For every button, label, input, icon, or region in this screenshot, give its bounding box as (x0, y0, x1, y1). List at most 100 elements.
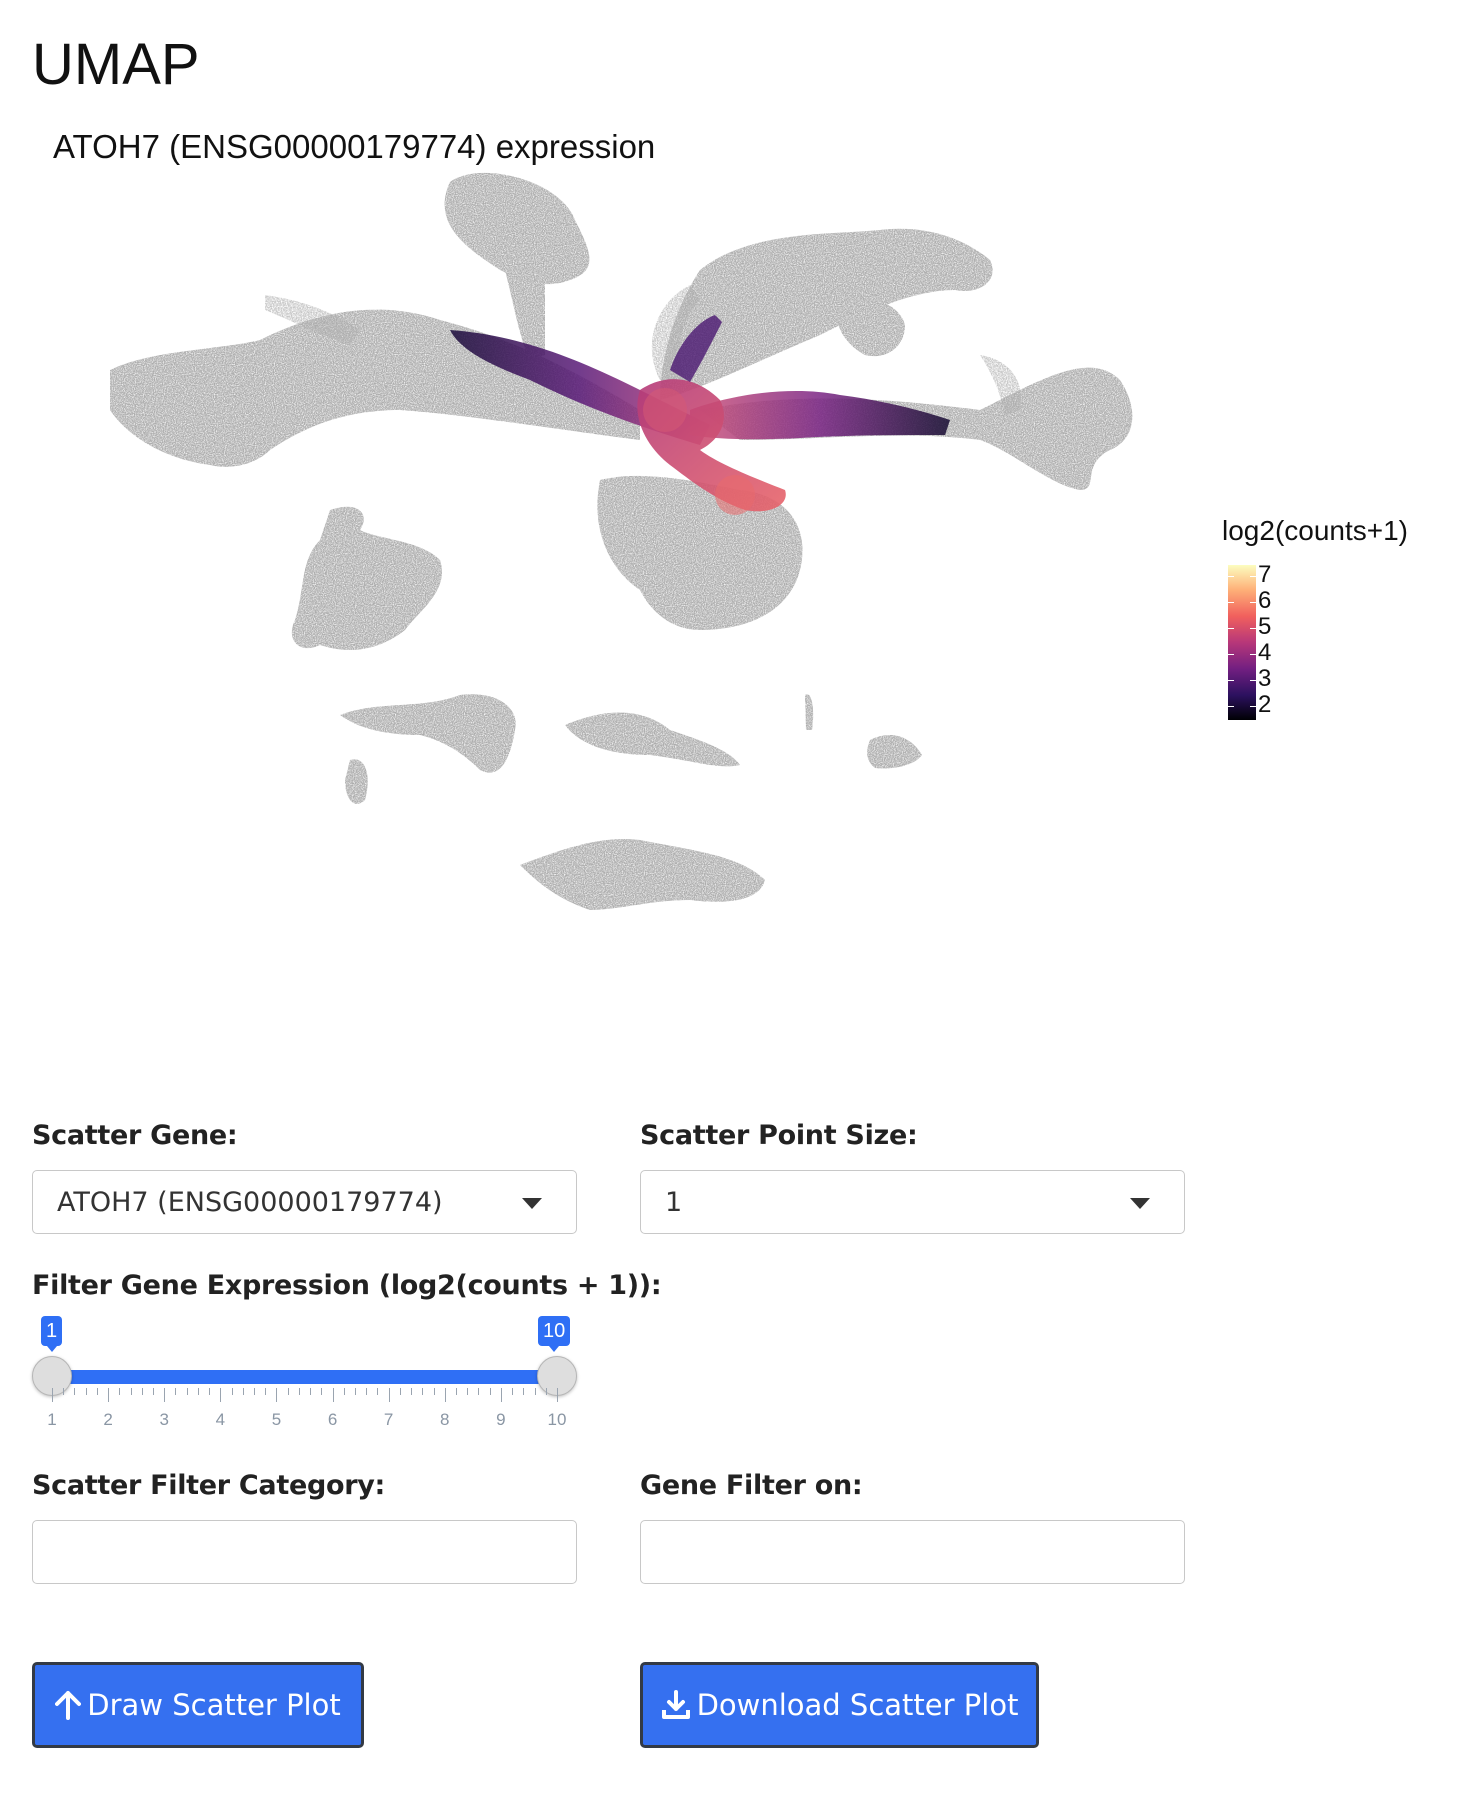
slider-minor-tick (130, 1388, 132, 1395)
slider-tick-label: 6 (327, 1410, 338, 1429)
slider-minor-tick (489, 1388, 491, 1395)
legend-tick-mark (1250, 706, 1256, 707)
slider-minor-tick (74, 1388, 76, 1395)
slider-major-tick (276, 1388, 278, 1402)
slider-major-tick (444, 1388, 446, 1402)
slider-minor-tick (456, 1388, 457, 1395)
slider-minor-tick (343, 1388, 345, 1395)
slider-minor-tick (411, 1388, 413, 1395)
slider-minor-tick (512, 1388, 514, 1395)
scatter-gene-label: Scatter Gene: (32, 1120, 238, 1151)
scatter-gene-value: ATOH7 (ENSG00000179774) (57, 1187, 443, 1218)
chevron-down-icon (522, 1198, 542, 1209)
slider-major-tick (164, 1388, 166, 1402)
slider-minor-tick (153, 1388, 154, 1395)
slider-major-tick (557, 1388, 558, 1402)
slider-tick-label: 9 (496, 1410, 506, 1429)
slider-tick-label: 3 (159, 1410, 169, 1429)
legend-tick-mark (1250, 628, 1256, 629)
legend-colorbar (1228, 565, 1256, 720)
download-scatter-plot-button[interactable]: Download Scatter Plot (640, 1662, 1039, 1748)
download-icon (661, 1690, 690, 1719)
slider-minor-tick (523, 1388, 525, 1395)
legend-tick-mark (1250, 602, 1256, 603)
slider-minor-tick (298, 1388, 300, 1395)
slider-major-tick (220, 1388, 222, 1402)
legend-tick-mark (1228, 680, 1234, 681)
slider-minor-tick (186, 1388, 188, 1395)
slider-tick-label: 2 (103, 1410, 113, 1429)
legend-tick-mark (1250, 576, 1256, 577)
slider-minor-tick (287, 1388, 289, 1395)
gene-filter-on-input[interactable] (640, 1520, 1185, 1584)
slider-minor-tick (231, 1388, 233, 1395)
scatter-gene-select[interactable]: ATOH7 (ENSG00000179774) (32, 1170, 577, 1234)
legend-tick-mark (1228, 628, 1234, 629)
slider-minor-tick (209, 1388, 211, 1395)
plot-title: ATOH7 (ENSG00000179774) expression (53, 128, 656, 165)
slider-tick-label: 8 (440, 1410, 450, 1429)
legend-tick-mark (1228, 706, 1234, 707)
slider-minor-tick (422, 1388, 424, 1395)
legend-tick-mark (1228, 654, 1234, 655)
slider-minor-tick (96, 1388, 98, 1395)
download-scatter-plot-label: Download Scatter Plot (696, 1688, 1019, 1722)
slider-low-value: 1 (41, 1316, 63, 1352)
legend-tick-label: 2 (1258, 691, 1272, 718)
slider-minor-tick (242, 1388, 244, 1395)
slider-minor-tick (85, 1388, 87, 1395)
slider-minor-tick (175, 1388, 177, 1395)
slider-tick-label: 1 (47, 1410, 57, 1429)
filter-category-input[interactable] (32, 1520, 577, 1584)
slider-tick-label: 10 (547, 1410, 567, 1429)
slider-minor-tick (545, 1388, 547, 1395)
slider-minor-tick (141, 1388, 143, 1395)
legend-tick-label: 6 (1258, 587, 1272, 614)
slider-minor-tick (377, 1388, 379, 1395)
arrow-up-icon (55, 1691, 82, 1720)
chevron-down-icon (1130, 1198, 1150, 1209)
legend-tick-label: 3 (1258, 665, 1272, 692)
legend-tick-mark (1250, 654, 1256, 655)
point-size-label: Scatter Point Size: (640, 1120, 918, 1151)
gene-filter-on-label: Gene Filter on: (640, 1470, 863, 1501)
filter-category-label: Scatter Filter Category: (32, 1470, 386, 1501)
filter-expression-label: Filter Gene Expression (log2(counts + 1)… (32, 1270, 662, 1301)
legend-tick-label: 5 (1258, 613, 1272, 640)
slider-minor-tick (321, 1388, 323, 1395)
slider-high-value: 10 (538, 1316, 571, 1352)
legend-tick-label: 7 (1258, 561, 1272, 588)
slider-minor-tick (534, 1388, 536, 1395)
expression-range-slider[interactable]: 1 10 1 2 3 4 5 6 7 8 9 10 (32, 1316, 587, 1436)
slider-track[interactable] (52, 1370, 557, 1384)
slider-minor-tick (478, 1388, 480, 1395)
slider-major-tick (332, 1388, 334, 1402)
slider-minor-tick (467, 1388, 469, 1395)
slider-tick-label: 7 (383, 1410, 394, 1429)
draw-scatter-plot-label: Draw Scatter Plot (87, 1688, 341, 1722)
legend-tick-mark (1250, 680, 1256, 681)
legend-tick-mark (1228, 602, 1234, 603)
legend-title: log2(counts+1) (1222, 515, 1409, 546)
point-size-value: 1 (665, 1187, 683, 1218)
legend-tick-mark (1228, 576, 1234, 577)
point-size-select[interactable]: 1 (640, 1170, 1185, 1234)
umap-plot: ATOH7 (ENSG00000179774) expression log2(… (0, 110, 1482, 1070)
slider-major-tick (388, 1388, 390, 1402)
slider-minor-tick (355, 1388, 356, 1395)
slider-major-tick (108, 1388, 110, 1402)
draw-scatter-plot-button[interactable]: Draw Scatter Plot (32, 1662, 364, 1748)
legend-tick-label: 4 (1258, 639, 1272, 666)
slider-major-tick (500, 1388, 502, 1402)
slider-minor-tick (366, 1388, 368, 1395)
expressing-cells (450, 315, 950, 515)
slider-minor-tick (254, 1388, 255, 1395)
umap-scatter (110, 172, 1133, 910)
slider-minor-tick (197, 1388, 199, 1395)
slider-minor-tick (433, 1388, 435, 1395)
cell-clusters (110, 172, 1133, 910)
slider-tick-label: 4 (215, 1410, 226, 1429)
slider-minor-tick (399, 1388, 401, 1395)
slider-minor-tick (265, 1388, 267, 1395)
